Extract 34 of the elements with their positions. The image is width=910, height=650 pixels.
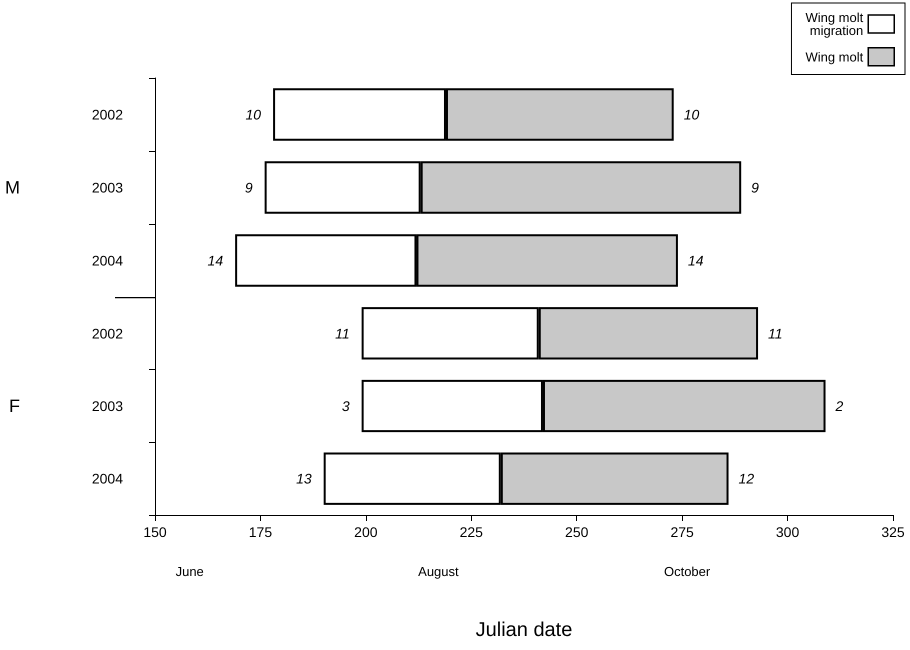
text: October [664,564,711,579]
annotation: 3 [342,398,350,414]
text: June [176,564,204,579]
x-tick-label: 225 [460,524,484,540]
y-tick-label: 2002 [92,325,124,342]
annotation: 12 [738,470,754,487]
x-tick-label: 200 [354,524,378,540]
annotation: 14 [688,252,704,268]
y-tick-label: 2004 [92,470,124,487]
legend-label: Wing molt migration [805,10,864,38]
annotation: 2 [834,398,844,414]
x-axis-title: Julian date [476,619,572,641]
annotation: 11 [768,325,783,342]
annotation: 10 [246,106,262,122]
annotation: 14 [208,252,224,268]
annotation: 13 [296,470,312,487]
x-tick-label: 175 [248,524,272,540]
y-tick-label: 2002 [92,106,124,122]
legend-label: Wing molt [805,49,864,64]
x-tick-label: 150 [143,524,167,540]
y-axis-title: F [9,396,20,416]
x-tick-label: 250 [565,524,589,540]
x-tick-label: 325 [881,524,905,540]
annotation: 9 [244,180,253,196]
y-tick-label: 2003 [92,180,124,196]
annotation: 11 [335,325,350,342]
y-tick-label: 2003 [92,398,124,414]
x-tick-label: 275 [670,524,694,540]
x-tick-label: 300 [776,524,800,540]
y-axis-title: M [5,178,20,198]
annotation: 9 [751,180,760,196]
annotation: 10 [684,106,700,122]
text: August [418,564,460,579]
y-tick-label: 2004 [92,252,124,268]
